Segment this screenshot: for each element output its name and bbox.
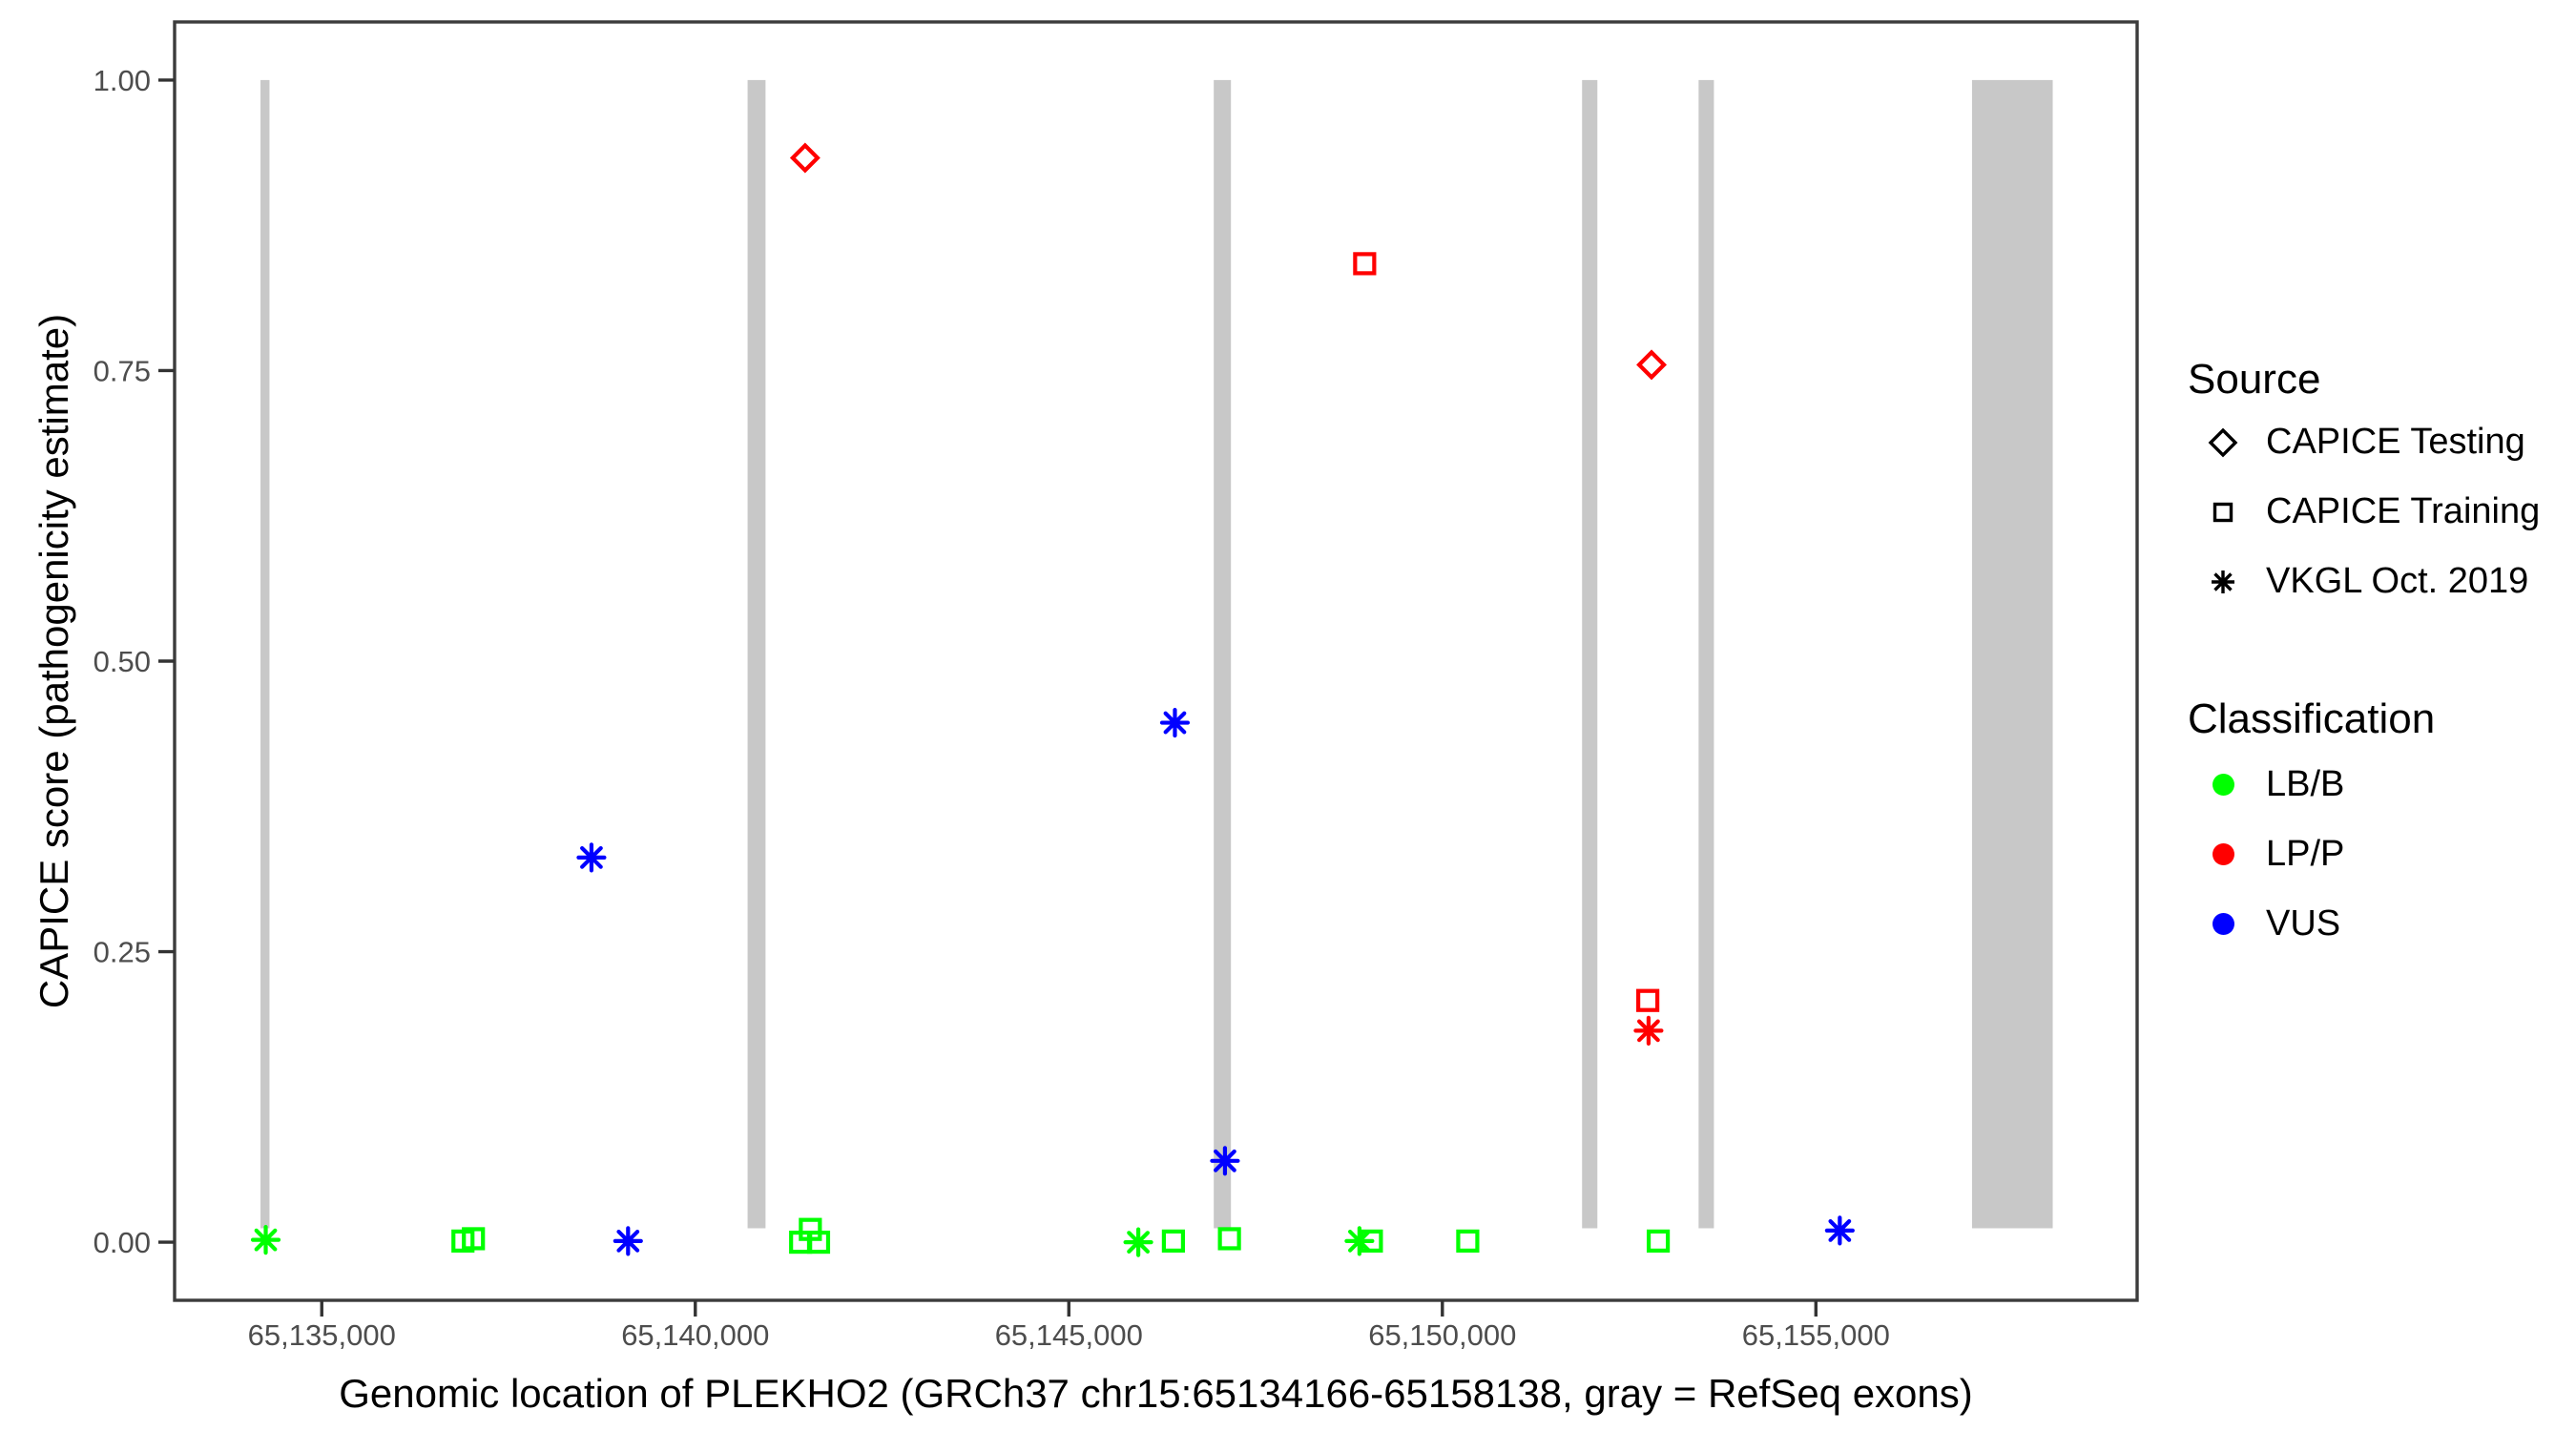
legend-label: CAPICE Testing bbox=[2266, 422, 2525, 462]
point-diamond-capice-testing bbox=[1636, 349, 1668, 381]
point-asterisk-vkgl bbox=[250, 1225, 281, 1255]
point-asterisk-vkgl bbox=[1824, 1215, 1855, 1246]
x-tick-label: 65,145,000 bbox=[995, 1318, 1143, 1352]
legend-label: LB/B bbox=[2266, 764, 2345, 804]
legend-item-lpp: LP/P bbox=[2188, 819, 2435, 889]
legend-label: CAPICE Training bbox=[2266, 491, 2541, 531]
legend-source: Source CAPICE Testing CAPICE Training VK… bbox=[2188, 355, 2540, 616]
point-square-capice-training bbox=[806, 1230, 831, 1255]
y-tick-label: 0.75 bbox=[93, 354, 151, 387]
point-asterisk-vkgl bbox=[1633, 1015, 1664, 1046]
point-square-capice-training bbox=[1636, 988, 1660, 1012]
point-asterisk-vkgl bbox=[613, 1226, 643, 1256]
legend-item-capice-training: CAPICE Training bbox=[2188, 477, 2540, 547]
refseq-exon-bar bbox=[1971, 79, 2053, 1229]
legend-label: LP/P bbox=[2266, 834, 2345, 874]
point-diamond-capice-testing bbox=[789, 142, 821, 174]
point-square-capice-training bbox=[1646, 1229, 1671, 1253]
blue-dot-icon bbox=[2188, 913, 2258, 935]
asterisk-icon bbox=[2188, 565, 2258, 599]
point-square-capice-training bbox=[462, 1227, 486, 1251]
refseq-exon-bar bbox=[1582, 79, 1598, 1229]
y-tick-label: 1.00 bbox=[93, 64, 151, 97]
red-dot-icon bbox=[2188, 843, 2258, 865]
point-asterisk-vkgl bbox=[1123, 1227, 1153, 1257]
legend-item-vkgl: VKGL Oct. 2019 bbox=[2188, 547, 2540, 616]
point-asterisk-vkgl bbox=[576, 842, 607, 873]
y-tick-label: 0.25 bbox=[93, 936, 151, 969]
diamond-icon bbox=[2188, 425, 2258, 460]
legend-classification: Classification LB/B LP/P VUS bbox=[2188, 695, 2435, 959]
point-square-capice-training bbox=[1217, 1227, 1241, 1251]
green-dot-icon bbox=[2188, 774, 2258, 796]
panel-border bbox=[173, 20, 2139, 1302]
square-icon bbox=[2188, 495, 2258, 529]
legend-item-vus: VUS bbox=[2188, 889, 2435, 959]
legend-label: VUS bbox=[2266, 903, 2341, 944]
y-tick-label: 0.00 bbox=[93, 1226, 151, 1259]
refseq-exon-bar bbox=[1698, 79, 1714, 1229]
legend-classification-title: Classification bbox=[2188, 695, 2436, 742]
legend-item-lbb: LB/B bbox=[2188, 750, 2435, 819]
point-asterisk-vkgl bbox=[1210, 1146, 1240, 1176]
x-tick-label: 65,150,000 bbox=[1368, 1318, 1516, 1352]
x-axis-title: Genomic location of PLEKHO2 (GRCh37 chr1… bbox=[339, 1371, 1973, 1416]
y-axis-title: CAPICE score (pathogenicity estimate) bbox=[31, 313, 76, 1009]
point-asterisk-vkgl bbox=[1344, 1226, 1375, 1256]
refseq-exon-bar bbox=[260, 79, 270, 1229]
x-tick-label: 65,135,000 bbox=[248, 1318, 396, 1352]
point-square-capice-training bbox=[1456, 1229, 1480, 1253]
legend-label: VKGL Oct. 2019 bbox=[2266, 561, 2529, 601]
refseq-exon-bar bbox=[747, 79, 766, 1229]
point-asterisk-vkgl bbox=[1159, 707, 1191, 738]
x-tick-label: 65,155,000 bbox=[1742, 1318, 1890, 1352]
point-square-capice-training bbox=[1161, 1229, 1186, 1253]
y-tick-label: 0.50 bbox=[93, 645, 151, 678]
legend-item-capice-testing: CAPICE Testing bbox=[2188, 407, 2540, 477]
x-tick-label: 65,140,000 bbox=[621, 1318, 769, 1352]
point-square-capice-training bbox=[1353, 252, 1377, 276]
refseq-exon-bar bbox=[1214, 79, 1232, 1229]
legend-source-title: Source bbox=[2188, 356, 2321, 403]
